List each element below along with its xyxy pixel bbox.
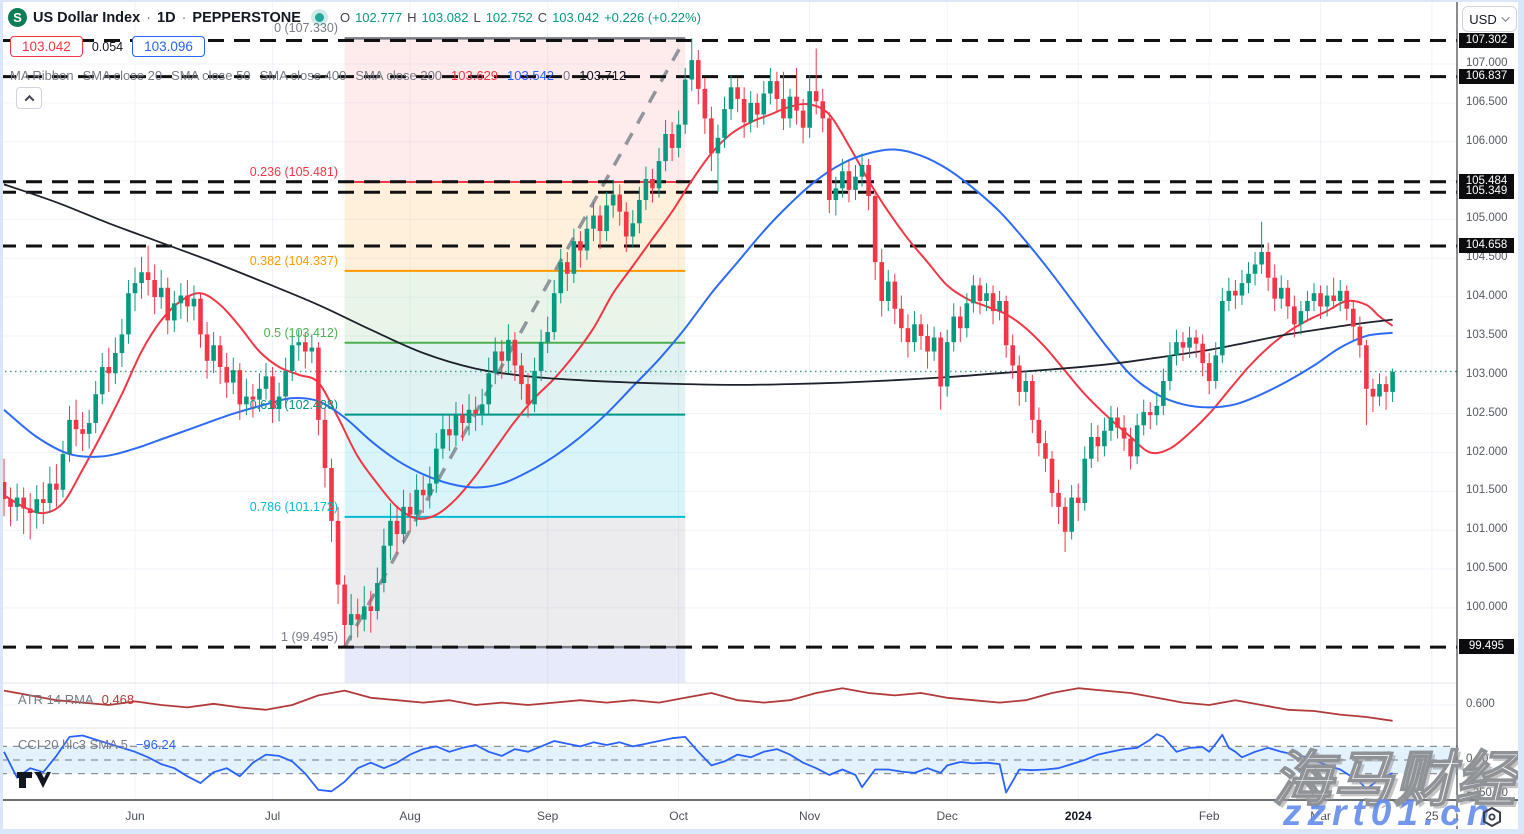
chevron-down-icon bbox=[1501, 13, 1510, 22]
price-axis-label[interactable]: 101.500 bbox=[1466, 484, 1508, 497]
cci-axis-label[interactable]: −250.00 bbox=[1466, 787, 1508, 799]
high-value: 103.082 bbox=[421, 10, 469, 25]
ohlc-values: O 102.777 H 103.082 L 102.752 C 103.042 +0.2… bbox=[339, 10, 701, 25]
level-lines[interactable] bbox=[0, 39, 1457, 649]
sma20-value: 103.629 bbox=[451, 68, 499, 83]
grid-lines bbox=[0, 0, 1457, 800]
fib-level-label: 0.786 (101.172) bbox=[249, 499, 338, 514]
ma-line-sma20[interactable] bbox=[3, 102, 1394, 520]
low-value: 102.752 bbox=[485, 10, 533, 25]
open-value: 102.777 bbox=[355, 10, 403, 25]
cci-value: −96.24 bbox=[135, 737, 176, 752]
time-axis-label[interactable]: Sep bbox=[536, 809, 559, 823]
symbol-name[interactable]: US Dollar Index bbox=[33, 9, 141, 26]
fib-level-label: 0.236 (105.481) bbox=[249, 165, 338, 180]
price-axis-label[interactable]: 103.500 bbox=[1466, 328, 1508, 341]
price-axis-label[interactable]: 102.000 bbox=[1466, 445, 1508, 458]
hexagon-icon bbox=[1483, 806, 1501, 828]
price-axis-label[interactable]: 103.000 bbox=[1466, 367, 1508, 380]
cci-legend[interactable]: CCI 20 hlc3 SMA 5 −96.24 bbox=[18, 737, 176, 752]
price-level-badge[interactable]: 99.495 bbox=[1459, 639, 1514, 655]
close-value: 103.042 bbox=[552, 10, 600, 25]
interval-button[interactable]: 1D bbox=[157, 9, 176, 26]
price-level-badge[interactable]: 105.349 bbox=[1459, 184, 1514, 200]
time-axis-label[interactable]: Nov bbox=[798, 809, 821, 823]
ma-ribbon-legend[interactable]: MA Ribbon SMA close 20 SMA close 50 SMA c… bbox=[10, 68, 627, 83]
time-axis-label[interactable]: Oct bbox=[669, 809, 688, 823]
buy-button[interactable]: 103.096 bbox=[132, 36, 205, 57]
price-axis-label[interactable]: 104.500 bbox=[1466, 251, 1508, 264]
time-axis-label[interactable]: Jun bbox=[125, 809, 145, 823]
price-axis-label[interactable]: 107.000 bbox=[1466, 57, 1508, 69]
chart-legend: S US Dollar Index · 1D · PEPPERSTONE O 10… bbox=[8, 8, 701, 27]
market-status-icon[interactable] bbox=[314, 13, 324, 22]
atr-legend[interactable]: ATR 14 RMA 0.468 bbox=[18, 692, 135, 707]
price-axis-label[interactable]: 106.000 bbox=[1466, 134, 1508, 147]
sma400-value: 0 bbox=[563, 68, 571, 83]
watermark-en: zzrt01.cn bbox=[1283, 792, 1496, 833]
separator: · bbox=[181, 9, 187, 26]
time-axis-label[interactable]: 25 bbox=[1425, 809, 1439, 823]
atr-value: 0.468 bbox=[101, 692, 135, 707]
cci-indicator[interactable] bbox=[0, 733, 1457, 794]
broker-logo-icon[interactable]: S bbox=[8, 8, 27, 27]
price-axis-label[interactable]: 102.500 bbox=[1466, 406, 1508, 419]
currency-selector[interactable]: USD bbox=[1462, 6, 1517, 32]
fib-level-label: 0 (107.330) bbox=[274, 21, 338, 36]
fib-level-label: 1 (99.495) bbox=[281, 630, 338, 645]
sma200-value: 103.712 bbox=[579, 68, 627, 83]
change-value: +0.226 (+0.22%) bbox=[604, 10, 701, 25]
watermark-cn: 海马财经 bbox=[1271, 745, 1516, 814]
collapse-legend-button[interactable] bbox=[16, 87, 42, 109]
time-axis-label[interactable]: Mar bbox=[1310, 809, 1331, 823]
fib-level-label: 0.5 (103.412) bbox=[263, 325, 338, 340]
fib-level-label: 0.382 (104.337) bbox=[249, 253, 338, 268]
spread-value: 0.054 bbox=[91, 39, 124, 54]
sell-button[interactable]: 103.042 bbox=[10, 36, 83, 57]
price-axis-label[interactable]: 106.500 bbox=[1466, 95, 1508, 108]
price-level-badge[interactable]: 104.658 bbox=[1459, 237, 1514, 253]
atr-line[interactable] bbox=[3, 687, 1393, 722]
price-axis-label[interactable]: 101.000 bbox=[1466, 523, 1508, 536]
fib-level-label: 0.618 (102.488) bbox=[249, 397, 338, 412]
price-level-badge[interactable]: 107.302 bbox=[1459, 32, 1514, 48]
price-axis-label[interactable]: 100.500 bbox=[1466, 562, 1508, 575]
separator: · bbox=[146, 9, 152, 26]
exchange-name[interactable]: PEPPERSTONE bbox=[192, 9, 301, 26]
sma50-value: 103.542 bbox=[507, 68, 555, 83]
time-axis-label[interactable]: Jul bbox=[264, 809, 281, 823]
cci-axis-label[interactable]: 0.00 bbox=[1466, 753, 1489, 765]
fib-retracement[interactable] bbox=[344, 37, 686, 684]
price-axis-label[interactable]: 100.000 bbox=[1466, 600, 1508, 613]
time-axis-label[interactable]: 2024 bbox=[1064, 809, 1092, 823]
time-axis-label[interactable]: Feb bbox=[1198, 809, 1220, 823]
time-axis-label[interactable]: Dec bbox=[936, 809, 958, 823]
price-level-badge[interactable]: 106.837 bbox=[1459, 68, 1514, 84]
price-axis-label[interactable]: 105.000 bbox=[1466, 212, 1508, 225]
candles[interactable] bbox=[1, 38, 1395, 646]
time-axis-label[interactable]: Aug bbox=[399, 809, 421, 823]
atr-axis-label[interactable]: 0.600 bbox=[1466, 698, 1495, 710]
tradingview-logo[interactable] bbox=[16, 771, 52, 791]
chevron-up-icon bbox=[24, 94, 34, 105]
price-axis-label[interactable]: 104.000 bbox=[1466, 290, 1508, 303]
